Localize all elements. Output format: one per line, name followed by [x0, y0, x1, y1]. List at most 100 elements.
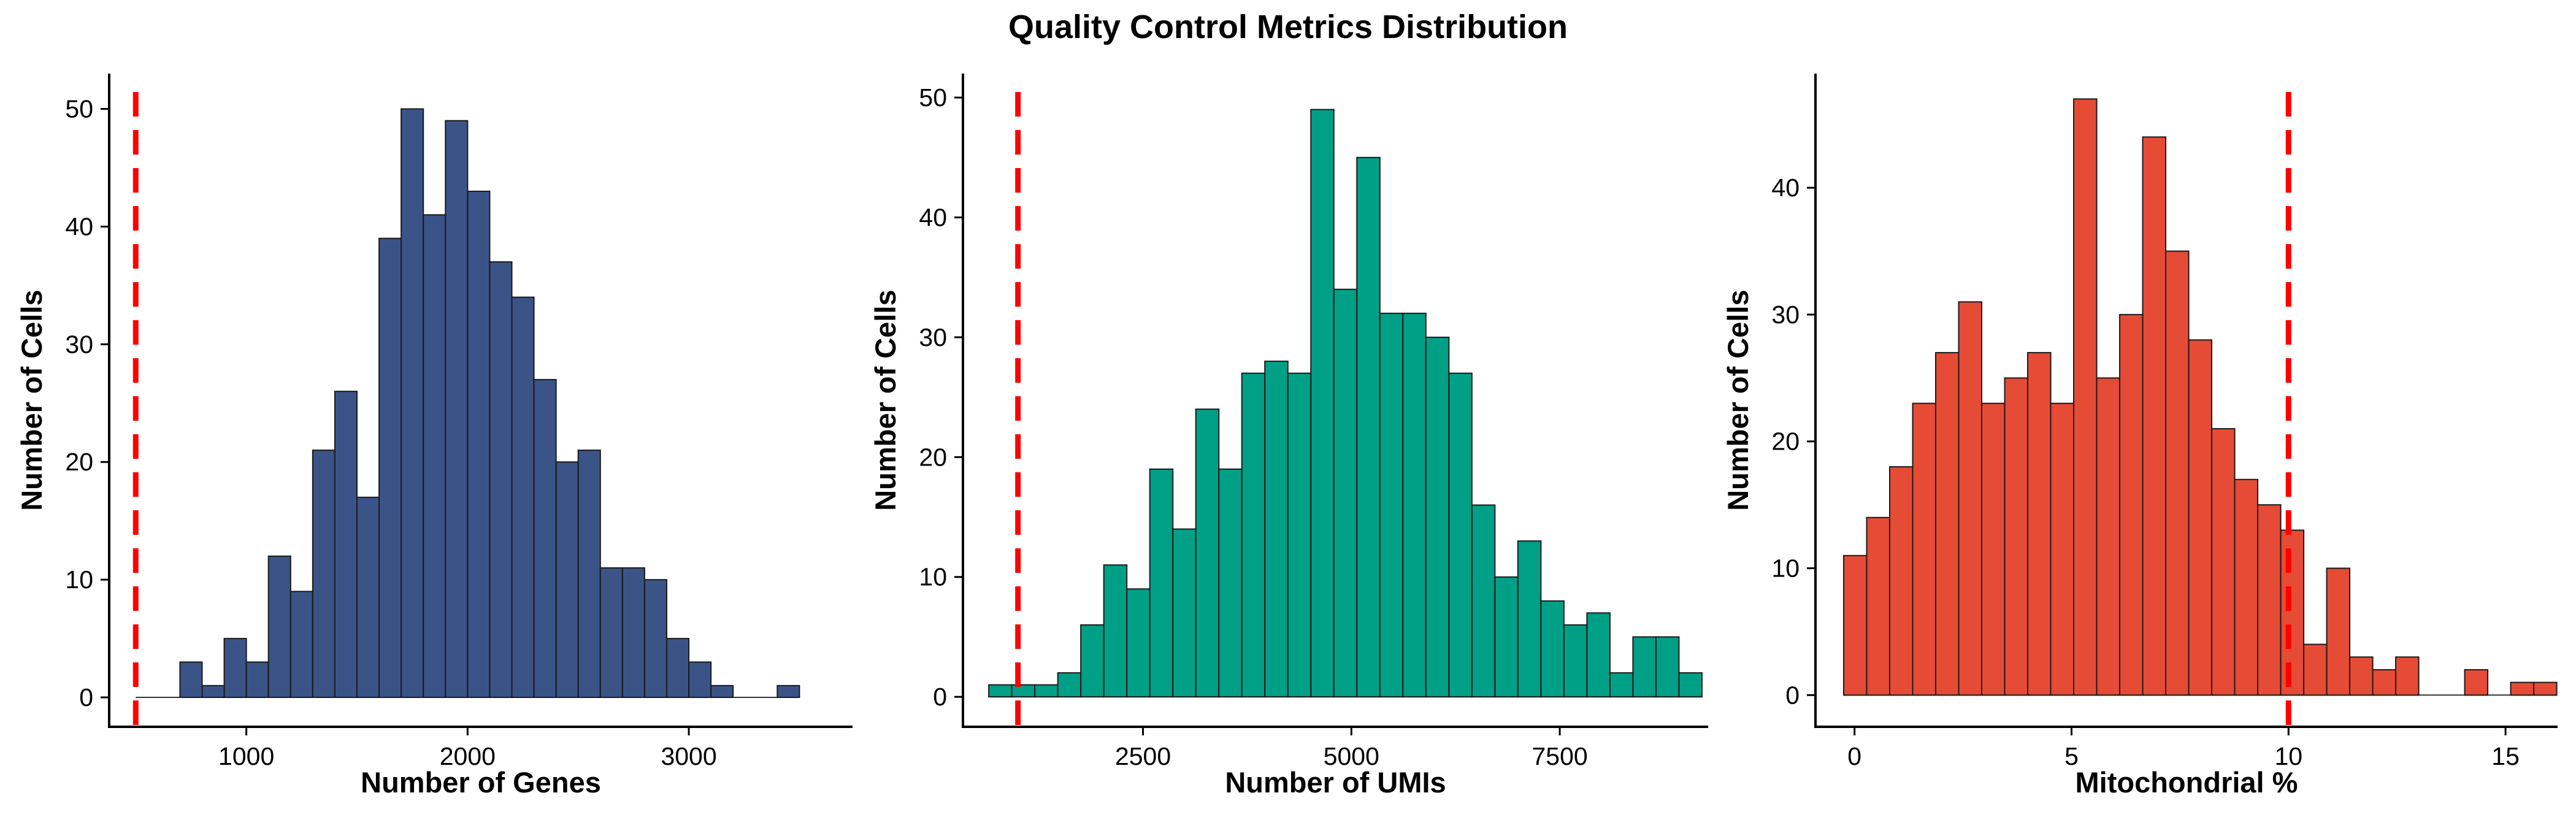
mito-bar: [2119, 313, 2144, 696]
genes-y-tick-label: 30: [65, 330, 93, 358]
mito-bar: [2142, 136, 2167, 696]
umis-y-tick-label: 0: [933, 683, 947, 711]
umis-bar: [1448, 372, 1473, 698]
umis-y-tick-label: 50: [919, 83, 947, 112]
umis-bar: [1310, 109, 1335, 698]
umis-bar: [1080, 624, 1105, 698]
genes-bar: [378, 237, 402, 699]
genes-y-tick-label: 10: [65, 565, 93, 594]
genes-histogram-panel: 0 10 20 30 40 50 1000 2000 3000 Number of Genes Nu…: [15, 74, 853, 799]
umis-x-tick-label: 2500: [1115, 742, 1171, 770]
genes-bar: [445, 120, 469, 699]
mito-bar: [2073, 98, 2098, 696]
mito-y-tick-label: 20: [1771, 427, 1800, 456]
umis-x-tick-label: 5000: [1324, 742, 1379, 770]
mito-y-axis-label: Number of Cells: [1722, 289, 1754, 510]
umis-bar: [1655, 636, 1680, 698]
umis-y-axis-label: Number of Cells: [869, 289, 902, 510]
mito-x-tick-label: 10: [2274, 742, 2302, 770]
umis-bar: [1471, 504, 1496, 698]
umis-bar: [1586, 612, 1611, 698]
mito-y-tick-label: 40: [1771, 174, 1800, 202]
umis-bar: [1333, 288, 1358, 698]
umis-bar: [1563, 624, 1588, 698]
mito-bar: [2280, 529, 2305, 696]
umis-histogram-panel: 0 10 20 30 40 50 2500 5000 7500 Number of UMIs Num…: [869, 74, 1708, 799]
umis-bar: [1678, 672, 1703, 698]
umis-bar: [1195, 408, 1220, 698]
genes-y-tick-label: 0: [79, 683, 93, 711]
mito-bar: [1981, 402, 2006, 696]
genes-bar: [245, 661, 269, 699]
umis-bar: [1057, 672, 1082, 698]
mito-bar: [2349, 656, 2374, 696]
mito-bar: [2211, 428, 2236, 696]
genes-bar: [533, 378, 557, 699]
genes-bar: [223, 638, 247, 699]
genes-bar: [179, 661, 203, 699]
genes-bar: [776, 684, 800, 699]
genes-bar: [489, 261, 513, 699]
mito-bar: [1958, 301, 1983, 696]
mito-bar: [2326, 567, 2351, 696]
umis-y-tick-label: 10: [919, 563, 947, 591]
umis-bar: [1402, 312, 1427, 698]
figure-title: Quality Control Metrics Distribution: [1008, 9, 1568, 45]
genes-y-axis-label: Number of Cells: [15, 289, 48, 510]
mito-bar: [1912, 402, 1937, 696]
genes-x-axis-label: Number of Genes: [361, 766, 601, 799]
genes-bar: [599, 567, 623, 699]
mito-bar: [2004, 377, 2029, 696]
genes-x-tick-label: 1000: [218, 742, 274, 770]
umis-bar: [1172, 528, 1197, 698]
mito-bar: [2188, 339, 2213, 696]
umis-bar: [1034, 684, 1059, 698]
genes-bar: [267, 555, 291, 699]
genes-bar: [467, 190, 491, 699]
umis-bar: [1264, 360, 1289, 698]
mito-bar: [2372, 669, 2397, 696]
umis-bar: [1425, 336, 1450, 698]
mito-y-tick-label: 10: [1771, 554, 1800, 583]
mito-bar: [2303, 643, 2328, 696]
umis-bar: [1149, 468, 1174, 698]
mito-bar: [2027, 351, 2052, 696]
genes-x-tick-label: 3000: [661, 742, 716, 770]
mito-histogram-panel: 0 10 20 30 40 0 5 10 15 Mitochondrial % Number of …: [1722, 74, 2558, 799]
genes-y-tick-label: 40: [65, 212, 93, 240]
umis-bar: [988, 684, 1013, 698]
mito-bar: [2510, 681, 2535, 696]
umis-bar: [1103, 564, 1128, 698]
umis-bar: [1218, 468, 1243, 698]
genes-bar: [401, 108, 424, 699]
genes-bar: [334, 391, 358, 699]
mito-x-axis-label: Mitochondrial %: [2076, 766, 2298, 799]
genes-x-tick-label: 2000: [440, 742, 496, 770]
umis-bar: [1609, 672, 1634, 698]
genes-bar: [312, 450, 335, 699]
mito-bar: [1842, 554, 1868, 696]
umis-bar: [1494, 576, 1519, 698]
umis-bar: [1517, 540, 1542, 698]
umis-bar: [1356, 156, 1381, 698]
mito-bar: [2165, 250, 2190, 696]
mito-bar: [2234, 478, 2259, 696]
mito-bar: [2096, 377, 2121, 696]
umis-bar: [1540, 600, 1565, 698]
genes-bar: [289, 591, 313, 699]
genes-bar: [688, 661, 712, 699]
umis-x-tick-label: 7500: [1531, 742, 1587, 770]
genes-bar: [621, 567, 645, 699]
umis-y-tick-label: 40: [919, 203, 947, 231]
genes-y-tick-label: 20: [65, 448, 93, 476]
umis-y-tick-label: 30: [919, 323, 947, 351]
umis-x-axis-label: Number of UMIs: [1225, 766, 1446, 799]
umis-bar: [1126, 588, 1151, 698]
genes-bar: [577, 450, 601, 699]
mito-x-tick-label: 15: [2491, 742, 2520, 770]
umis-bar: [1287, 372, 1312, 698]
mito-bar: [2257, 504, 2282, 696]
umis-bar: [1632, 636, 1657, 698]
umis-bar: [1379, 312, 1404, 698]
